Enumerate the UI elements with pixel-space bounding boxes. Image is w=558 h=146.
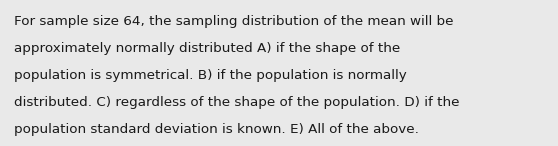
Text: population is symmetrical. B) if the population is normally: population is symmetrical. B) if the pop… (14, 69, 407, 82)
Text: For sample size 64, the sampling distribution of the mean will be: For sample size 64, the sampling distrib… (14, 15, 454, 28)
Text: approximately normally distributed A) if the shape of the: approximately normally distributed A) if… (14, 42, 400, 55)
Text: population standard deviation is known. E) All of the above.: population standard deviation is known. … (14, 123, 419, 136)
Text: distributed. C) regardless of the shape of the population. D) if the: distributed. C) regardless of the shape … (14, 96, 459, 109)
